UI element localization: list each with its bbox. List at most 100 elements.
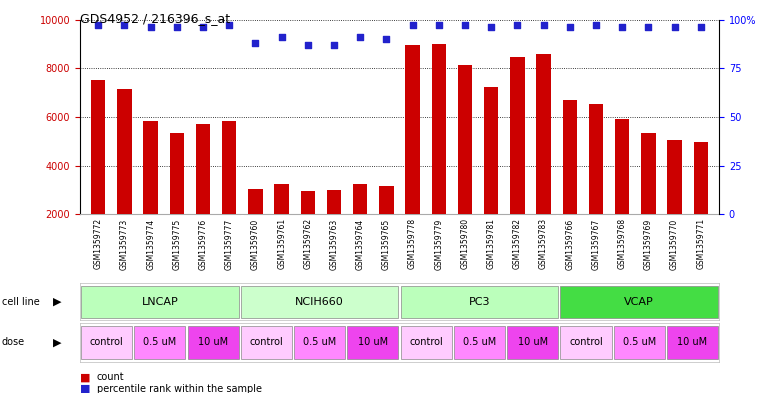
Text: GSM1359774: GSM1359774	[146, 218, 155, 270]
Bar	[454, 326, 505, 359]
Bar	[326, 190, 341, 214]
Text: GSM1359771: GSM1359771	[696, 218, 705, 269]
Bar	[667, 326, 718, 359]
Text: percentile rank within the sample: percentile rank within the sample	[97, 384, 262, 393]
Text: GSM1359766: GSM1359766	[565, 218, 575, 270]
Text: dose: dose	[2, 337, 24, 347]
Bar	[379, 186, 393, 214]
Bar	[134, 326, 186, 359]
Text: 0.5 uM: 0.5 uM	[143, 337, 177, 347]
Text: GSM1359767: GSM1359767	[591, 218, 600, 270]
Bar	[693, 142, 708, 214]
Point	[642, 24, 654, 31]
Text: count: count	[97, 372, 124, 382]
Text: GSM1359761: GSM1359761	[277, 218, 286, 269]
Bar	[560, 286, 718, 318]
Text: GSM1359782: GSM1359782	[513, 218, 522, 269]
Bar	[248, 189, 263, 214]
Bar	[507, 326, 559, 359]
Text: GSM1359773: GSM1359773	[120, 218, 129, 270]
Point	[328, 42, 340, 48]
Bar	[222, 121, 237, 214]
Text: GSM1359760: GSM1359760	[251, 218, 260, 270]
Point	[145, 24, 157, 31]
Text: 10 uM: 10 uM	[358, 337, 388, 347]
Bar	[143, 121, 158, 214]
Bar	[458, 64, 473, 214]
Bar	[484, 86, 498, 214]
Point	[511, 22, 524, 29]
Bar	[240, 326, 292, 359]
Bar	[81, 326, 132, 359]
Text: GSM1359768: GSM1359768	[618, 218, 627, 269]
Bar	[81, 286, 239, 318]
Point	[459, 22, 471, 29]
Point	[406, 22, 419, 29]
Text: NCIH660: NCIH660	[295, 297, 344, 307]
Bar	[642, 133, 656, 214]
Text: GDS4952 / 216396_s_at: GDS4952 / 216396_s_at	[80, 12, 230, 25]
Text: 0.5 uM: 0.5 uM	[463, 337, 496, 347]
Bar	[400, 286, 559, 318]
Text: GSM1359763: GSM1359763	[330, 218, 339, 270]
Text: control: control	[250, 337, 283, 347]
Bar	[431, 44, 446, 214]
Text: ■: ■	[80, 384, 91, 393]
Point	[223, 22, 235, 29]
Bar	[187, 326, 239, 359]
Text: GSM1359779: GSM1359779	[435, 218, 444, 270]
Point	[302, 42, 314, 48]
Point	[537, 22, 549, 29]
Text: PC3: PC3	[469, 297, 490, 307]
Bar	[294, 326, 345, 359]
Bar	[196, 124, 210, 214]
Bar	[589, 103, 603, 214]
Bar	[562, 100, 577, 214]
Point	[275, 34, 288, 40]
Text: GSM1359783: GSM1359783	[539, 218, 548, 269]
Text: 0.5 uM: 0.5 uM	[622, 337, 656, 347]
Bar	[400, 326, 452, 359]
Bar	[353, 184, 368, 214]
Bar	[117, 89, 132, 214]
Text: GSM1359764: GSM1359764	[355, 218, 365, 270]
Bar	[537, 54, 551, 214]
Text: ▶: ▶	[53, 337, 62, 347]
Text: 10 uM: 10 uM	[677, 337, 708, 347]
Bar	[510, 57, 524, 214]
Text: GSM1359762: GSM1359762	[304, 218, 312, 269]
Point	[250, 40, 262, 46]
Point	[119, 22, 131, 29]
Bar	[240, 286, 399, 318]
Point	[380, 36, 393, 42]
Point	[485, 24, 497, 31]
Point	[616, 24, 629, 31]
Text: GSM1359776: GSM1359776	[199, 218, 208, 270]
Bar	[301, 191, 315, 214]
Bar	[613, 326, 665, 359]
Text: GSM1359770: GSM1359770	[670, 218, 679, 270]
Text: GSM1359781: GSM1359781	[487, 218, 495, 269]
Text: control: control	[569, 337, 603, 347]
Point	[564, 24, 576, 31]
Text: ▶: ▶	[53, 297, 62, 307]
Point	[668, 24, 680, 31]
Bar	[347, 326, 399, 359]
Text: VCAP: VCAP	[624, 297, 654, 307]
Text: GSM1359780: GSM1359780	[460, 218, 470, 269]
Text: GSM1359772: GSM1359772	[94, 218, 103, 269]
Point	[590, 22, 602, 29]
Bar	[560, 326, 612, 359]
Point	[92, 22, 104, 29]
Text: ■: ■	[80, 372, 91, 382]
Text: control: control	[90, 337, 123, 347]
Text: 10 uM: 10 uM	[517, 337, 548, 347]
Text: GSM1359775: GSM1359775	[172, 218, 181, 270]
Bar	[91, 81, 106, 214]
Text: control: control	[409, 337, 443, 347]
Text: GSM1359765: GSM1359765	[382, 218, 391, 270]
Point	[354, 34, 366, 40]
Point	[170, 24, 183, 31]
Bar	[275, 184, 289, 214]
Bar	[615, 119, 629, 214]
